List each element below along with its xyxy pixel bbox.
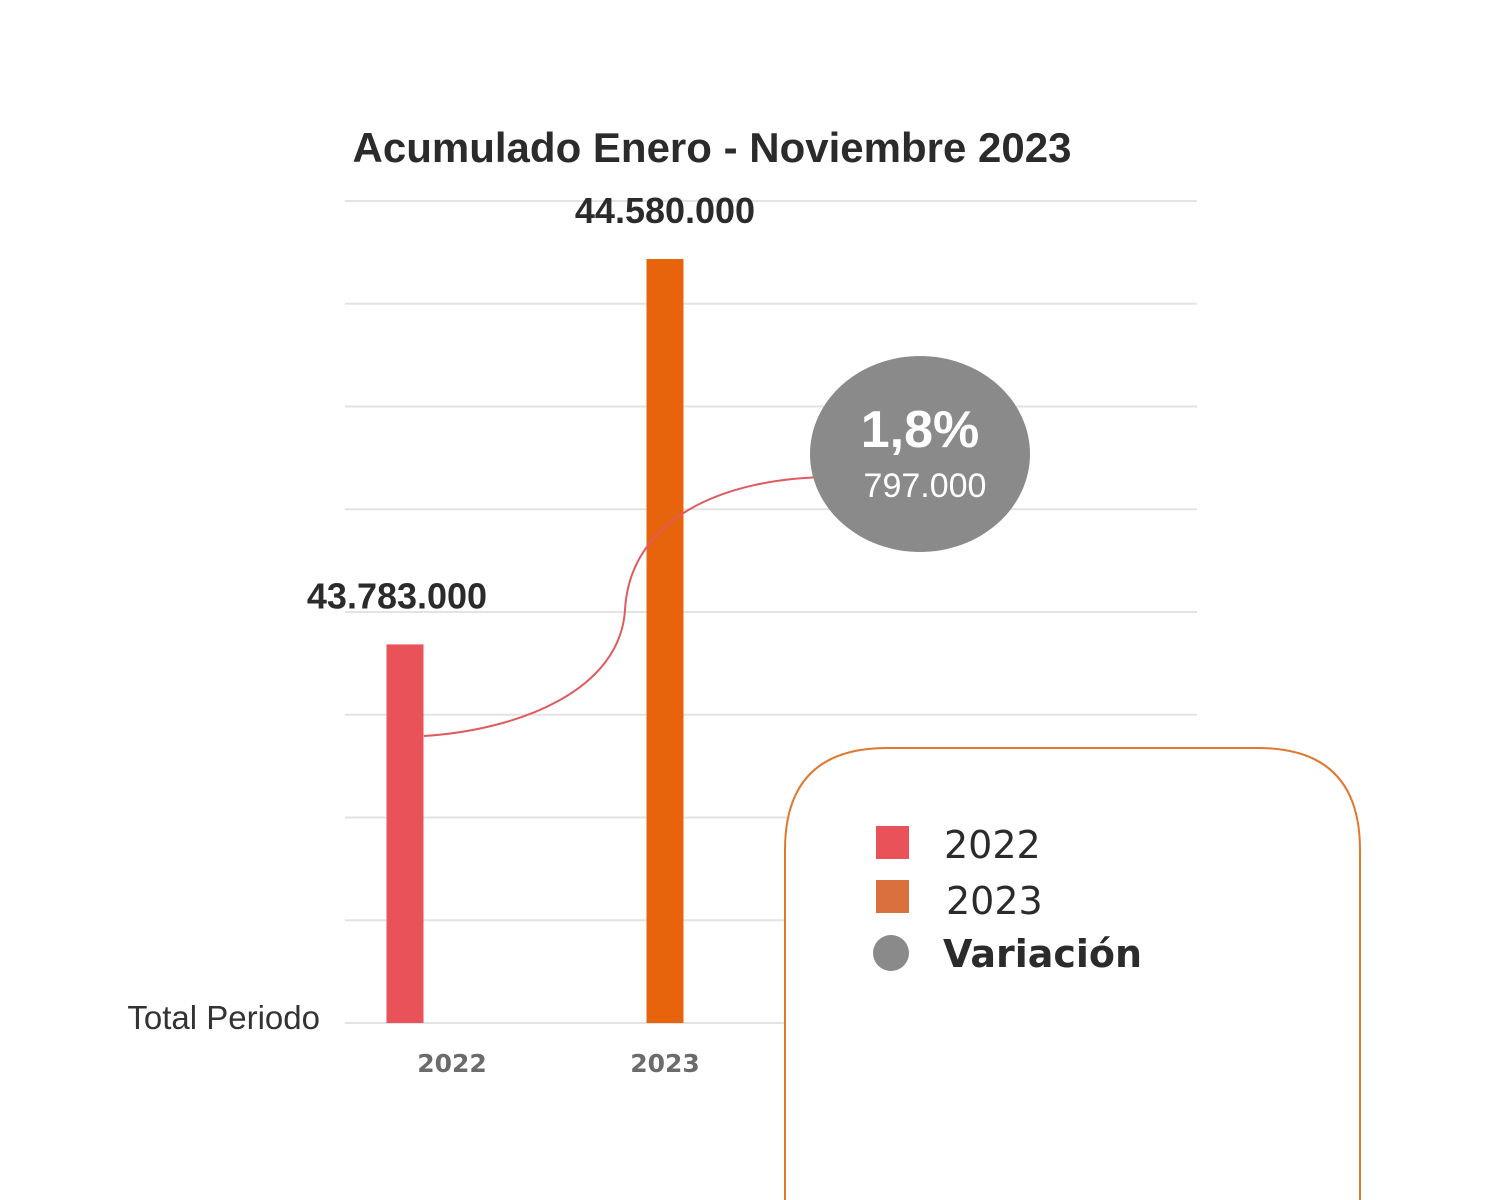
variation-bubble: 1,8% 797.000: [810, 356, 1030, 552]
tick-label-2022: 2022: [417, 1049, 487, 1078]
grid: [345, 200, 1197, 1024]
legend-box: [784, 747, 1361, 1200]
tick-label-2023: 2023: [630, 1049, 700, 1078]
x-axis-ticks: 2022 2023: [417, 1049, 700, 1078]
legend-swatch-2022: [876, 826, 909, 859]
legend-swatch-variacion: [873, 935, 909, 971]
variation-absolute: 797.000: [864, 467, 987, 505]
row-label: Total Periodo: [127, 999, 320, 1036]
legend-label-2023: 2023: [946, 879, 1043, 923]
variation-connector: [423, 476, 831, 737]
value-label-2023: 44.580.000: [575, 190, 755, 231]
chart-title: Acumulado Enero - Noviembre 2023: [353, 124, 1072, 171]
value-label-2022: 43.783.000: [307, 575, 487, 616]
legend: 2022 2023 Variación: [784, 747, 1361, 1200]
variation-percent: 1,8%: [861, 401, 980, 459]
bars: [386, 259, 684, 1023]
legend-swatch-2023: [876, 880, 909, 913]
value-labels: 43.783.000 44.580.000: [307, 190, 755, 616]
legend-label-2022: 2022: [944, 823, 1041, 867]
bar-2022: [386, 644, 424, 1023]
variation-bubble-shape: [810, 356, 1030, 552]
bar-2023: [646, 259, 684, 1023]
legend-label-variacion: Variación: [943, 932, 1142, 976]
